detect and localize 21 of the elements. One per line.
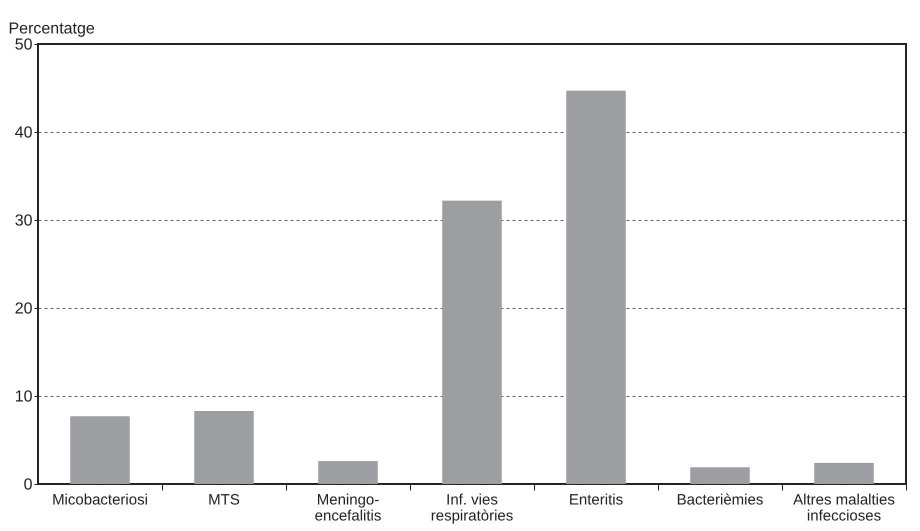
x-tick-label: Altres malalties infeccioses — [793, 492, 895, 524]
bar — [318, 461, 378, 484]
y-tick-label: 0 — [24, 476, 33, 494]
x-tick-label: MTS — [208, 492, 240, 508]
x-tick-label: Meningo- encefalitis — [314, 492, 382, 524]
y-axis-title: Percentatge — [8, 20, 95, 38]
y-tick-label: 20 — [14, 300, 33, 318]
x-tick-label: Inf. vies respiratòries — [430, 492, 514, 524]
y-tick-label: 30 — [14, 212, 33, 230]
y-tick-label: 50 — [14, 36, 33, 54]
bar — [442, 200, 502, 484]
bar — [70, 416, 130, 484]
y-tick-label: 10 — [14, 388, 33, 406]
x-tick-label: Enteritis — [568, 492, 624, 508]
x-tick-label: Bacterièmies — [676, 492, 764, 508]
bar — [814, 462, 874, 484]
bar — [566, 90, 626, 484]
bar — [690, 467, 750, 484]
x-tick-label: Micobacteriosi — [52, 492, 148, 508]
y-tick-label: 40 — [14, 124, 33, 142]
bar — [194, 410, 254, 484]
